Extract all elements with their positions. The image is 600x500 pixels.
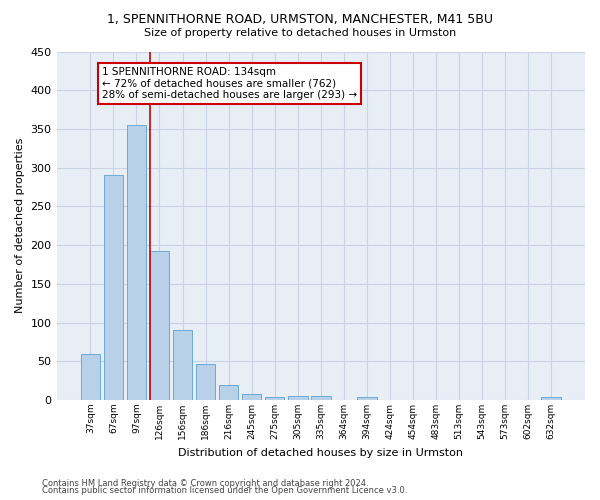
- Bar: [242, 394, 262, 400]
- Bar: [127, 125, 146, 400]
- Bar: [104, 176, 123, 400]
- Text: Size of property relative to detached houses in Urmston: Size of property relative to detached ho…: [144, 28, 456, 38]
- Text: Contains public sector information licensed under the Open Government Licence v3: Contains public sector information licen…: [42, 486, 407, 495]
- Bar: [541, 397, 561, 400]
- Bar: [288, 396, 308, 400]
- Bar: [80, 354, 100, 400]
- Bar: [173, 330, 193, 400]
- Bar: [311, 396, 331, 400]
- Bar: [357, 397, 377, 400]
- X-axis label: Distribution of detached houses by size in Urmston: Distribution of detached houses by size …: [178, 448, 463, 458]
- Y-axis label: Number of detached properties: Number of detached properties: [15, 138, 25, 314]
- Bar: [219, 386, 238, 400]
- Text: 1 SPENNITHORNE ROAD: 134sqm
← 72% of detached houses are smaller (762)
28% of se: 1 SPENNITHORNE ROAD: 134sqm ← 72% of det…: [102, 67, 357, 100]
- Text: Contains HM Land Registry data © Crown copyright and database right 2024.: Contains HM Land Registry data © Crown c…: [42, 478, 368, 488]
- Text: 1, SPENNITHORNE ROAD, URMSTON, MANCHESTER, M41 5BU: 1, SPENNITHORNE ROAD, URMSTON, MANCHESTE…: [107, 12, 493, 26]
- Bar: [149, 252, 169, 400]
- Bar: [265, 397, 284, 400]
- Bar: [196, 364, 215, 400]
